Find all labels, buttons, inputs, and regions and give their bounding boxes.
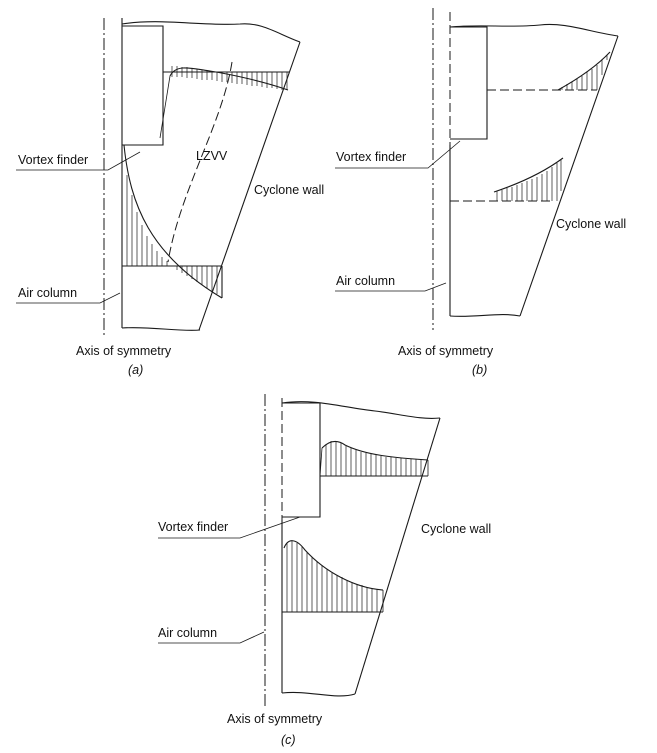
lzvv-label: LZVV <box>196 149 228 163</box>
upper-profile-hatch <box>561 55 608 90</box>
cyclone-wall <box>519 35 619 317</box>
lower-profile-curve <box>283 540 384 591</box>
caption-c: (c) <box>281 733 296 747</box>
lzvv-curve <box>167 61 233 263</box>
lower-profile-hatch <box>286 541 378 612</box>
cyclone-wall-label: Cyclone wall <box>421 522 491 536</box>
air-column-leader <box>335 282 447 292</box>
vortex-finder-label: Vortex finder <box>158 520 228 534</box>
cyclone-wall <box>354 417 441 695</box>
air-column-leader <box>158 631 265 644</box>
upper-profile-left <box>159 75 171 139</box>
lower-profile-hatch <box>496 160 562 201</box>
air-column-label: Air column <box>18 286 77 300</box>
vortex-finder-leader <box>335 140 461 169</box>
upper-profile-curve <box>321 441 429 461</box>
vortex-finder <box>450 26 488 140</box>
air-column-label: Air column <box>336 274 395 288</box>
vortex-finder-label: Vortex finder <box>18 153 88 167</box>
axis-label: Axis of symmetry <box>398 344 494 358</box>
axis-label: Axis of symmetry <box>76 344 172 358</box>
lower-profile-hatch <box>126 175 218 294</box>
upper-profile-curve <box>557 51 611 91</box>
cyclone-wall-label: Cyclone wall <box>556 217 626 231</box>
upper-profile-curve <box>169 67 289 91</box>
upper-profile-left <box>319 447 323 477</box>
axis-label: Axis of symmetry <box>227 712 323 726</box>
lower-profile-curve <box>123 144 223 299</box>
top-boundary <box>449 23 619 37</box>
cyclone-wall <box>198 41 301 331</box>
lower-profile-curve <box>493 157 564 193</box>
vortex-finder <box>282 402 321 518</box>
diagram-b: Vortex finder Air column Cyclone wall Ax… <box>335 8 626 377</box>
vortex-finder-leader <box>158 516 301 539</box>
bottom-boundary <box>121 327 201 331</box>
diagram-a: Vortex finder Air column LZVV Cyclone wa… <box>16 18 324 377</box>
caption-b: (b) <box>472 363 487 377</box>
vortex-finder-leader <box>16 151 141 171</box>
top-boundary <box>281 401 441 419</box>
vortex-finder-label: Vortex finder <box>336 150 406 164</box>
air-column-label: Air column <box>158 626 217 640</box>
upper-profile-hatch <box>325 441 422 476</box>
bottom-boundary <box>449 314 521 317</box>
vortex-finder <box>122 25 164 146</box>
cyclone-wall-label: Cyclone wall <box>254 183 324 197</box>
upper-profile-hatch <box>171 66 288 90</box>
air-column-leader <box>16 292 121 304</box>
top-boundary <box>121 21 301 43</box>
bottom-boundary <box>281 691 356 697</box>
diagram-c: Vortex finder Air column Cyclone wall Ax… <box>158 394 491 747</box>
caption-a: (a) <box>128 363 143 377</box>
